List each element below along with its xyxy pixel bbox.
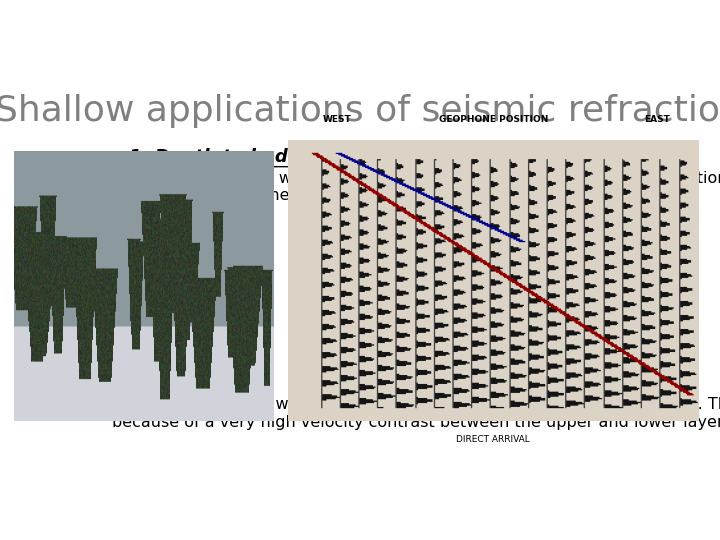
Text: DIRECT ARRIVAL: DIRECT ARRIVAL bbox=[456, 435, 530, 444]
Text: Note that the direct wave is only the first arrival at the first 2 geophones. Th: Note that the direct wave is only the fi… bbox=[112, 397, 720, 430]
FancyBboxPatch shape bbox=[84, 60, 654, 485]
Text: GEOPHONE POSITION: GEOPHONE POSITION bbox=[438, 114, 548, 124]
Text: Seismic refraction was used to determine depth to bedrock at the location where : Seismic refraction was used to determine… bbox=[129, 171, 720, 203]
Text: 1. Depth to bedrock (example from Northern Alberta): 1. Depth to bedrock (example from Northe… bbox=[129, 148, 674, 166]
Text: EAST: EAST bbox=[644, 114, 670, 124]
Text: WEST: WEST bbox=[323, 114, 351, 124]
Text: Shallow applications of seismic refraction: Shallow applications of seismic refracti… bbox=[0, 94, 720, 128]
